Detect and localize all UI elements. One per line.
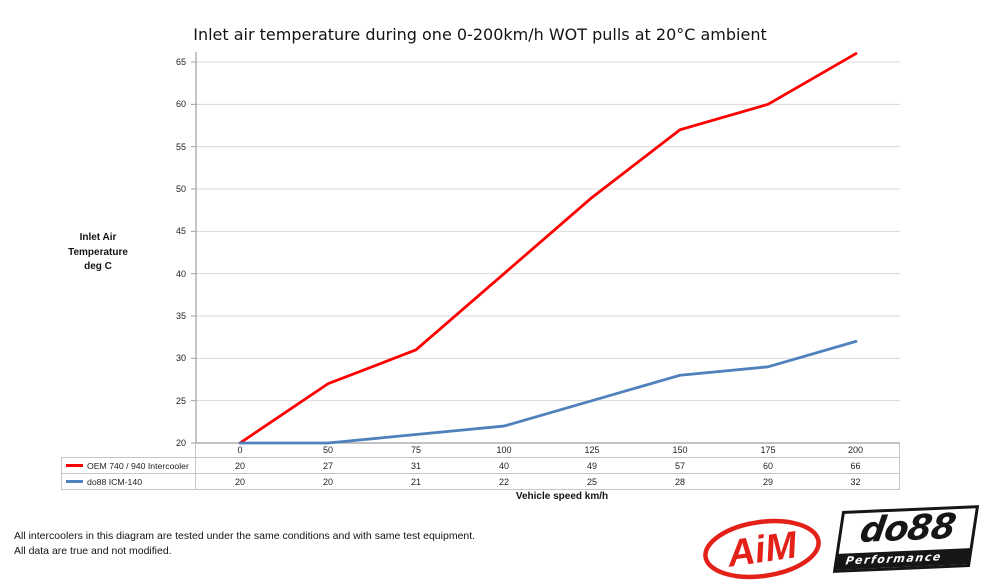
y-axis-title: Inlet Air Temperature deg C	[48, 231, 148, 275]
do88-logo-text: do88	[857, 506, 958, 552]
legend-cell: do88 ICM-140	[61, 474, 196, 489]
x-axis-title: Vehicle speed km/h	[515, 491, 609, 502]
x-tick-label: 150	[672, 445, 688, 455]
y-tick-label: 35	[175, 311, 186, 321]
plot-area	[191, 52, 900, 445]
x-tick-label: 200	[812, 443, 900, 457]
aim-logo-text: AiM	[724, 524, 801, 576]
legend-line-swatch	[66, 480, 83, 483]
footnote-line-1: All intercoolers in this diagram are tes…	[14, 530, 476, 542]
table-corner-spacer	[61, 443, 196, 457]
value-cell: 40	[498, 460, 509, 471]
y-axis-title-line-1: Inlet Air	[79, 232, 117, 243]
x-tick-label: 50	[322, 445, 333, 455]
do88-logo: do88 Performance	[832, 505, 980, 573]
y-tick-label: 25	[175, 395, 186, 406]
series-line-1	[238, 339, 858, 445]
table-row-series-0: OEM 740 / 940 Intercooler 20 27 31 40 49 57 60 6…	[61, 458, 900, 474]
y-tick-label: 30	[175, 353, 186, 364]
aim-logo: AiM	[703, 518, 821, 580]
x-tick-label: 75	[410, 445, 421, 455]
legend-series-name: do88 ICM-140	[87, 476, 143, 487]
value-cell: 22	[498, 476, 509, 487]
do88-logo-performance-band: Performance	[835, 548, 971, 570]
series-line-0	[238, 52, 858, 445]
y-tick-label: 40	[175, 268, 186, 279]
value-cell: 20	[234, 460, 245, 471]
value-cell: 20	[322, 476, 333, 487]
data-table: 0 50 75 100 125 150 175 200 OEM 740 / 940 Inter…	[61, 443, 900, 490]
legend-series-name: OEM 740 / 940 Intercooler	[87, 460, 189, 471]
value-cell: 66	[812, 458, 900, 473]
value-cell: 29	[762, 476, 773, 487]
x-tick-label: 0	[237, 445, 243, 455]
value-cell: 28	[674, 476, 685, 487]
y-tick-label: 45	[175, 226, 186, 237]
value-cell: 57	[674, 460, 685, 471]
chart-title: Inlet air temperature during one 0-200km…	[193, 25, 767, 44]
value-cell: 60	[762, 460, 773, 471]
x-axis-labels-row: 0 50 75 100 125 150 175 200	[61, 443, 900, 458]
y-axis-title-line-2: Temperature	[68, 246, 128, 258]
table-row-series-1: do88 ICM-140 20 20 21 22 25 28 29 32	[61, 474, 900, 490]
legend-cell: OEM 740 / 940 Intercooler	[61, 458, 196, 473]
x-tick-label: 175	[760, 445, 776, 455]
value-cell: 21	[410, 476, 421, 487]
footnotes: All intercoolers in this diagram are tes…	[14, 529, 475, 558]
x-tick-label: 100	[496, 445, 512, 455]
y-tick-label: 50	[175, 184, 186, 194]
value-cell: 49	[586, 460, 597, 471]
value-cell: 31	[410, 460, 421, 471]
value-cell: 27	[322, 460, 333, 471]
y-tick-label: 60	[175, 99, 186, 110]
legend-line-swatch	[66, 464, 83, 467]
value-cell: 25	[586, 476, 597, 487]
aim-logo-ellipse	[703, 518, 821, 580]
y-axis-title-line-3: deg C	[84, 261, 112, 272]
value-cell: 32	[812, 474, 900, 489]
value-cell: 20	[234, 476, 245, 487]
x-tick-label: 125	[584, 445, 600, 455]
footnote-line-2: All data are true and not modified.	[14, 544, 172, 557]
y-tick-label: 20	[175, 438, 186, 448]
y-tick-label: 65	[175, 57, 186, 67]
y-tick-label: 55	[175, 141, 186, 152]
